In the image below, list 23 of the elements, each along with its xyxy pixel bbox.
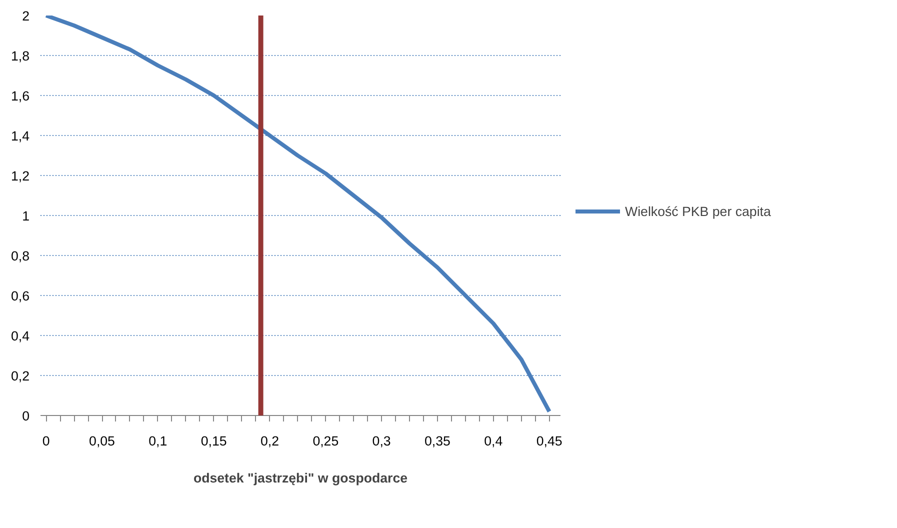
y-tick-label: 1,2 [10, 168, 30, 184]
y-tick-label: 1 [22, 208, 30, 224]
y-tick-label: 0 [22, 408, 30, 424]
y-tick-label: 0,2 [10, 368, 30, 384]
y-tick-label: 0,8 [10, 248, 30, 264]
y-tick-label: 0,4 [10, 328, 30, 344]
x-tick-label: 0,05 [89, 434, 115, 448]
x-tick-label: 0,45 [536, 434, 562, 448]
x-tick-label: 0,1 [148, 434, 168, 448]
y-tick-label: 1,4 [10, 128, 30, 144]
x-axis-title: odsetek "jastrzębi" w gospodarce [193, 470, 408, 486]
x-tick-label: 0,25 [312, 434, 339, 448]
x-tick-label: 0 [42, 434, 50, 448]
x-tick-label: 0,4 [484, 434, 504, 448]
y-tick-label: 2 [22, 8, 30, 24]
x-tick-label: 0,3 [372, 434, 391, 448]
legend-label: Wielkość PKB per capita [625, 204, 771, 218]
y-tick-label: 1,6 [10, 88, 30, 104]
y-tick-label: 1,8 [10, 48, 30, 64]
x-tick-label: 0,2 [260, 434, 280, 448]
x-tick-label: 0,35 [424, 434, 450, 448]
y-tick-label: 0,6 [10, 288, 30, 304]
x-tick-label: 0,15 [200, 434, 227, 448]
